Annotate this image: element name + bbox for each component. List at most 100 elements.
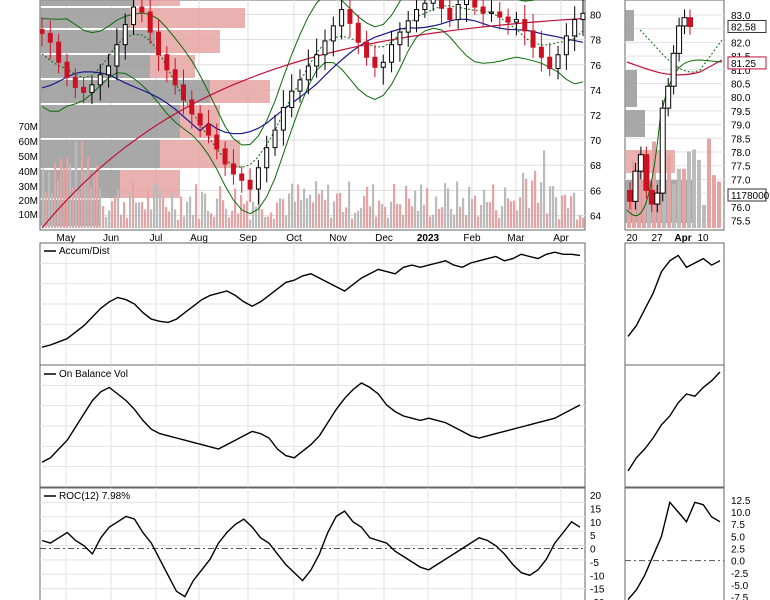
volume-bar: [171, 192, 174, 228]
candle-body: [197, 113, 203, 126]
volume-bar: [474, 195, 477, 228]
candle-body: [164, 54, 170, 71]
side-candle-body: [665, 85, 672, 109]
volume-bar: [288, 193, 291, 228]
candle-body: [339, 9, 345, 27]
volume-bar: [93, 171, 96, 228]
volume-bar: [375, 216, 378, 228]
candle-body: [522, 19, 528, 32]
obv-panel: On Balance Vol: [39, 364, 725, 488]
candle-body: [39, 29, 45, 34]
side-volume-bar: [697, 159, 701, 228]
volume-bar: [150, 209, 153, 228]
candle-body: [305, 65, 311, 81]
candle-body: [547, 56, 553, 70]
volume-bar: [489, 202, 492, 228]
side-price-y-tick: 79.0: [731, 121, 751, 132]
volume-y-tick: 30M: [19, 182, 38, 193]
volume-bar: [180, 196, 183, 228]
volume-bar: [60, 158, 63, 228]
candle-body: [480, 6, 486, 14]
side-volume-bar: [672, 183, 676, 228]
volume-bar: [327, 184, 330, 228]
volume-bar: [192, 214, 195, 228]
candle-body: [230, 163, 236, 175]
volume-bar: [264, 216, 267, 228]
volume-bar: [501, 206, 504, 228]
side-volume-bar: [707, 138, 711, 228]
volume-bar: [303, 188, 306, 228]
candle-body: [463, 0, 469, 6]
volume-bar: [486, 202, 489, 228]
volume-bar: [57, 180, 60, 228]
volume-bar: [528, 207, 531, 228]
volume-bar: [45, 191, 48, 228]
obv-line: [41, 382, 581, 463]
volume-bar: [390, 201, 393, 228]
side-candle-body: [632, 170, 639, 202]
volume-bar: [399, 204, 402, 228]
side-price-y-tick: 78.5: [731, 134, 751, 145]
volume-bar: [465, 215, 468, 228]
volume-bar: [435, 196, 438, 228]
volume-bar: [147, 190, 150, 228]
volume-bar: [282, 198, 285, 228]
volume-bar: [291, 183, 294, 228]
candle-body: [47, 32, 53, 43]
vbp-bar-red: [210, 80, 270, 103]
candle-body: [538, 46, 544, 58]
side-candle-body: [643, 154, 650, 191]
price-y-tick: 74: [590, 86, 602, 97]
volume-bar: [246, 200, 249, 228]
volume-bar: [219, 186, 222, 228]
volume-bar: [294, 201, 297, 228]
volume-bar: [441, 207, 444, 228]
volume-bar: [186, 201, 189, 228]
volume-bar: [72, 187, 75, 228]
candle-body: [439, 0, 445, 9]
roc-side-y-tick: 0.0: [731, 557, 745, 568]
price-x-tick: Sep: [239, 233, 257, 244]
last-price-badge: 82.58: [731, 22, 756, 33]
volume-bar: [75, 141, 78, 228]
volume-y-axis: 70M 60M 50M 40M 30M 20M 10M: [19, 122, 38, 221]
candle-body: [430, 0, 436, 4]
side-price-y-tick: 79.5: [731, 107, 751, 118]
volume-bar: [252, 201, 255, 228]
volume-bar: [237, 213, 240, 228]
volume-bar: [408, 198, 411, 228]
volume-bar: [66, 157, 69, 228]
volume-bar: [507, 198, 510, 228]
side-vbp-bar: [625, 10, 634, 41]
volume-bar: [258, 191, 261, 228]
volume-bar: [135, 202, 138, 228]
volume-bar: [477, 216, 480, 228]
volume-bar: [555, 197, 558, 228]
volume-bar: [462, 197, 465, 228]
side-price-y-tick: 76.0: [731, 203, 751, 214]
volume-bar: [132, 181, 135, 228]
candle-body: [580, 12, 586, 21]
side-x-tick: Apr: [674, 233, 691, 244]
candle-body: [472, 0, 478, 8]
candle-body: [563, 35, 569, 56]
candle-body: [131, 6, 137, 26]
side-volume-bar: [657, 185, 661, 228]
roc-y-tick: -20: [590, 598, 605, 600]
side-sma: [626, 59, 723, 76]
candle-body: [180, 84, 186, 101]
roc-y-tick: -5: [590, 558, 599, 569]
volume-bar: [102, 205, 105, 228]
candle-body: [513, 19, 519, 23]
accum-dist-title: Accum/Dist: [59, 246, 110, 257]
volume-bar: [537, 202, 540, 228]
roc-y-tick: 10: [590, 518, 602, 529]
roc-y-axis: 20 15 10 5 0 -5 -10 -15 -20: [590, 491, 605, 600]
roc-y-tick: -10: [590, 571, 605, 582]
volume-bar: [195, 184, 198, 228]
volume-bar: [426, 187, 429, 228]
volume-bar: [78, 190, 81, 228]
volume-bar: [330, 217, 333, 228]
volume-bar: [522, 172, 525, 228]
volume-bar: [561, 195, 564, 228]
